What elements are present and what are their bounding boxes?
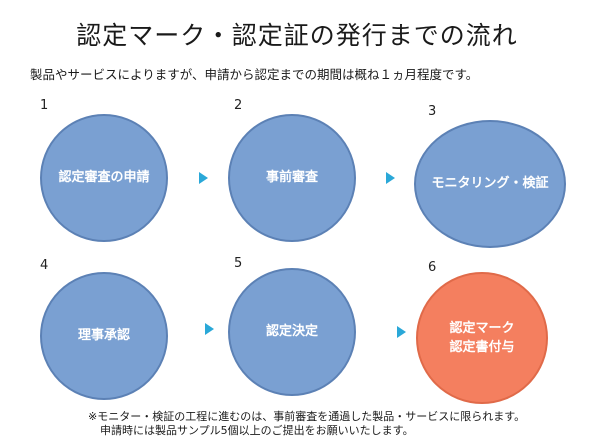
arrow-right-icon <box>205 323 214 335</box>
arrow-right-icon <box>199 172 208 184</box>
step-6-label-line-2: 認定書付与 <box>449 340 515 355</box>
step-1-circle: 認定審査の申請 <box>40 114 168 242</box>
step-2-number: 2 <box>234 98 243 113</box>
step-3-number: 3 <box>428 104 437 119</box>
step-6-label-line-1: 認定マーク <box>449 320 515 336</box>
step-5-circle: 認定決定 <box>228 268 356 396</box>
page-subtitle: 製品やサービスによりますが、申請から認定までの期間は概ね１ヵ月程度です。 <box>30 67 479 82</box>
footnote-line-2: 申請時には製品サンプル5個以上のご提出をお願いいたします。 <box>100 424 414 437</box>
step-2-circle: 事前審査 <box>228 114 356 242</box>
footnote-line-1: ※モニター・検証の工程に進むのは、事前審査を通過した製品・サービスに限られます。 <box>88 410 526 423</box>
arrow-right-icon <box>386 172 395 184</box>
step-4-label: 理事承認 <box>77 328 130 344</box>
step-1-number: 1 <box>40 98 49 113</box>
step-3-label: モニタリング・検証 <box>431 176 549 192</box>
step-4-circle: 理事承認 <box>40 272 168 400</box>
arrow-right-icon <box>397 326 406 338</box>
step-1-label: 認定審査の申請 <box>58 170 150 186</box>
step-6-circle: 認定マーク 認定書付与 <box>416 272 548 404</box>
step-2-label: 事前審査 <box>265 170 318 186</box>
step-5-number: 5 <box>234 256 243 271</box>
step-3-circle: モニタリング・検証 <box>414 120 566 248</box>
step-6-number: 6 <box>428 260 437 275</box>
step-6-label: 認定マーク 認定書付与 <box>449 319 514 358</box>
page-title: 認定マーク・認定証の発行までの流れ <box>76 21 518 50</box>
step-4-number: 4 <box>40 258 49 273</box>
step-5-label: 認定決定 <box>265 324 318 340</box>
